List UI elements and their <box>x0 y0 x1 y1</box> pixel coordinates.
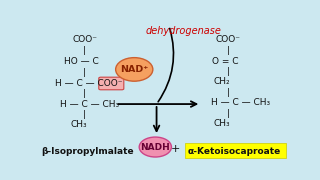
Text: NAD⁺: NAD⁺ <box>120 65 148 74</box>
Text: HO — C: HO — C <box>64 57 98 66</box>
Text: H — C — CH₃: H — C — CH₃ <box>211 98 270 107</box>
FancyBboxPatch shape <box>99 77 124 90</box>
Text: H — C — CH₃: H — C — CH₃ <box>60 100 119 109</box>
Text: |: | <box>83 46 86 55</box>
Text: NADH: NADH <box>140 143 170 152</box>
Text: CH₃: CH₃ <box>70 120 87 129</box>
Text: β-Isopropylmalate: β-Isopropylmalate <box>41 147 134 156</box>
Text: |: | <box>83 110 86 119</box>
Text: |: | <box>83 89 86 98</box>
Ellipse shape <box>139 137 172 157</box>
Text: |: | <box>227 88 230 97</box>
Text: dehydrogenase: dehydrogenase <box>146 26 222 36</box>
Text: |: | <box>227 109 230 118</box>
Text: COO⁻: COO⁻ <box>72 35 97 44</box>
Text: |: | <box>227 67 230 76</box>
Ellipse shape <box>116 58 153 81</box>
Text: |: | <box>83 68 86 77</box>
Text: |: | <box>227 46 230 55</box>
Text: O = C: O = C <box>212 57 239 66</box>
Text: α-Ketoisocaproate: α-Ketoisocaproate <box>188 147 281 156</box>
FancyBboxPatch shape <box>185 143 286 158</box>
Text: COO⁻: COO⁻ <box>216 35 241 44</box>
Text: H — C — COO⁻: H — C — COO⁻ <box>55 79 123 88</box>
Text: +: + <box>171 144 180 154</box>
Text: CH₃: CH₃ <box>214 119 231 128</box>
Text: CH₂: CH₂ <box>214 77 231 86</box>
